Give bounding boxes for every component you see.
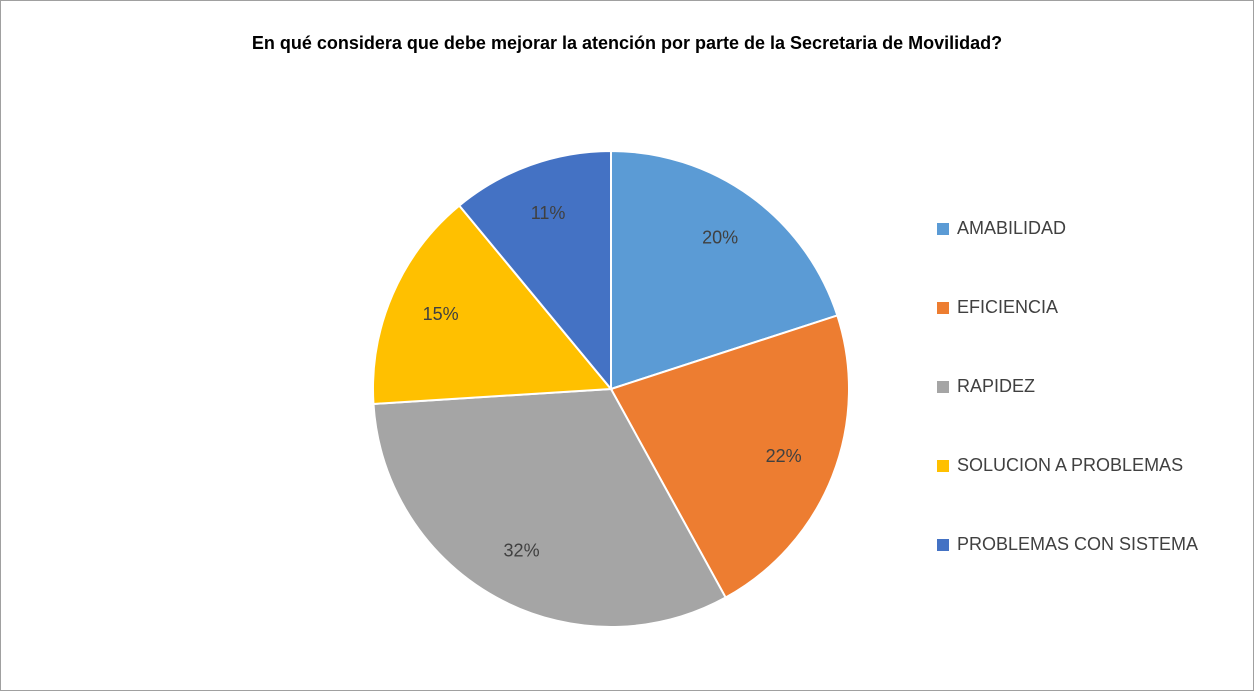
pie-slice: [610, 149, 839, 391]
legend-label: EFICIENCIA: [957, 297, 1058, 317]
data-label: 11%: [531, 203, 566, 223]
data-label: 22%: [766, 446, 802, 466]
legend-label: PROBLEMAS CON SISTEMA: [957, 534, 1198, 554]
legend-swatch: [937, 381, 949, 393]
pie-slice: [372, 387, 728, 628]
legend-swatch: [937, 460, 949, 472]
legend-label: AMABILIDAD: [957, 218, 1066, 238]
data-label: 32%: [504, 540, 540, 560]
pie-slice: [609, 314, 850, 599]
pie-slice: [457, 149, 612, 392]
legend-swatch: [937, 302, 949, 314]
legend-swatch: [937, 223, 949, 235]
legend-label: RAPIDEZ: [957, 376, 1035, 396]
legend-label: SOLUCION A PROBLEMAS: [957, 455, 1183, 475]
pie-slice: [372, 204, 614, 406]
data-label: 20%: [702, 228, 738, 248]
legend-swatch: [937, 539, 949, 551]
chart-title: En qué considera que debe mejorar la ate…: [252, 33, 1002, 53]
data-label: 15%: [423, 304, 459, 324]
